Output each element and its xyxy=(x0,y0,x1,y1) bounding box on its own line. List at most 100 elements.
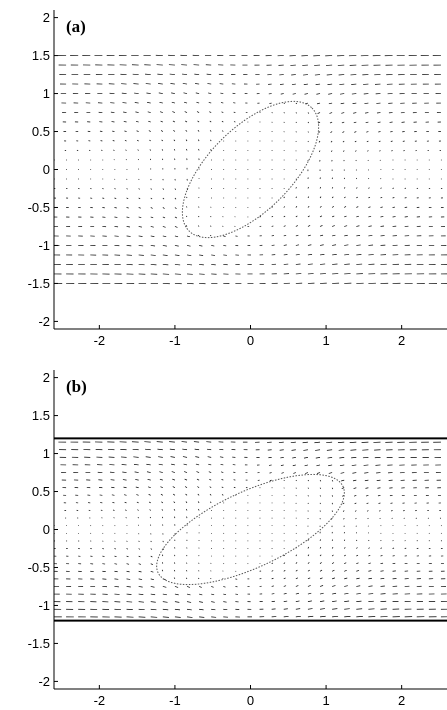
velocity-arrow xyxy=(125,502,127,503)
velocity-arrow xyxy=(380,571,383,572)
velocity-arrow xyxy=(340,465,344,466)
velocity-arrow xyxy=(159,102,162,103)
velocity-arrow xyxy=(356,578,359,579)
velocity-arrow xyxy=(135,112,138,113)
velocity-arrow xyxy=(138,159,139,160)
x-tick-label: -2 xyxy=(94,693,106,708)
velocity-arrow xyxy=(136,495,138,496)
velocity-arrow xyxy=(379,141,381,142)
velocity-arrow xyxy=(296,609,300,610)
velocity-arrow xyxy=(304,457,308,458)
velocity-arrow xyxy=(210,140,211,141)
velocity-arrow xyxy=(316,457,320,458)
velocity-arrow xyxy=(222,112,224,113)
velocity-arrow xyxy=(320,601,324,602)
velocity-arrow xyxy=(211,207,212,208)
velocity-arrow xyxy=(127,556,129,557)
velocity-arrow xyxy=(175,207,177,208)
velocity-arrow xyxy=(151,188,152,189)
velocity-arrow xyxy=(332,601,337,602)
velocity-arrow xyxy=(147,102,151,103)
velocity-arrow xyxy=(124,121,127,122)
velocity-arrow xyxy=(328,465,332,466)
velocity-arrow xyxy=(368,226,371,227)
velocity-arrow xyxy=(151,586,155,587)
velocity-arrow xyxy=(353,103,357,104)
velocity-arrow xyxy=(344,609,350,610)
velocity-arrow xyxy=(379,151,380,152)
velocity-arrow xyxy=(139,548,140,549)
velocity-arrow xyxy=(320,197,321,198)
velocity-arrow xyxy=(148,487,151,488)
velocity-arrow xyxy=(308,113,309,114)
velocity-arrow xyxy=(220,457,223,458)
velocity-arrow xyxy=(320,254,324,255)
velocity-arrow xyxy=(151,245,155,246)
velocity-arrow xyxy=(296,601,300,602)
velocity-arrow xyxy=(183,83,187,84)
velocity-arrow xyxy=(320,578,323,579)
velocity-arrow xyxy=(157,449,162,450)
velocity-arrow xyxy=(163,188,164,189)
velocity-arrow xyxy=(284,197,285,198)
velocity-arrow xyxy=(133,457,138,458)
velocity-arrow xyxy=(296,562,297,563)
velocity-arrow xyxy=(222,494,223,495)
velocity-arrow xyxy=(175,255,179,256)
velocity-arrow xyxy=(187,617,192,618)
x-tick-label: 2 xyxy=(398,693,405,708)
velocity-arrow xyxy=(308,216,310,217)
velocity-arrow xyxy=(187,586,190,587)
velocity-arrow xyxy=(159,472,162,473)
velocity-arrow xyxy=(380,197,382,198)
velocity-arrow xyxy=(114,564,117,565)
velocity-arrow xyxy=(296,570,298,571)
velocity-arrow xyxy=(355,141,356,142)
velocity-arrow xyxy=(344,555,346,556)
velocity-arrow xyxy=(151,541,152,542)
velocity-arrow xyxy=(114,198,116,199)
y-tick-label: 1 xyxy=(43,86,50,101)
velocity-arrow xyxy=(208,93,211,94)
velocity-arrow xyxy=(296,578,298,579)
velocity-arrow xyxy=(174,502,175,503)
velocity-arrow xyxy=(342,132,344,133)
velocity-arrow xyxy=(186,563,187,564)
velocity-arrow xyxy=(211,563,212,564)
velocity-arrow xyxy=(328,84,333,85)
velocity-arrow xyxy=(113,150,114,151)
velocity-arrow xyxy=(380,188,381,189)
velocity-arrow xyxy=(368,586,372,587)
velocity-arrow xyxy=(332,555,333,556)
velocity-arrow xyxy=(137,510,138,511)
velocity-arrow xyxy=(292,457,296,458)
velocity-arrow xyxy=(368,571,371,572)
velocity-arrow xyxy=(145,449,151,450)
velocity-arrow xyxy=(343,141,344,142)
velocity-arrow xyxy=(367,503,369,504)
velocity-arrow xyxy=(296,187,297,188)
x-tick-label: -1 xyxy=(169,333,181,348)
velocity-arrow xyxy=(114,188,115,189)
velocity-arrow xyxy=(162,562,163,563)
velocity-arrow xyxy=(221,472,223,473)
y-tick-label: 1 xyxy=(43,446,50,461)
velocity-arrow xyxy=(196,102,199,103)
velocity-arrow xyxy=(148,479,151,480)
velocity-arrow xyxy=(356,518,357,519)
velocity-arrow xyxy=(125,510,126,511)
velocity-arrow xyxy=(296,235,299,236)
velocity-arrow xyxy=(380,578,384,579)
velocity-arrow xyxy=(296,593,299,594)
velocity-arrow xyxy=(199,149,200,150)
velocity-arrow xyxy=(320,480,321,481)
velocity-arrow xyxy=(356,188,357,189)
velocity-arrow xyxy=(344,601,349,602)
velocity-arrow xyxy=(172,102,175,103)
velocity-arrow xyxy=(139,564,141,565)
y-tick-label: 2 xyxy=(43,10,50,25)
velocity-arrow xyxy=(194,442,199,443)
velocity-arrow xyxy=(210,494,211,495)
velocity-arrow xyxy=(139,541,140,542)
velocity-arrow xyxy=(198,140,199,141)
